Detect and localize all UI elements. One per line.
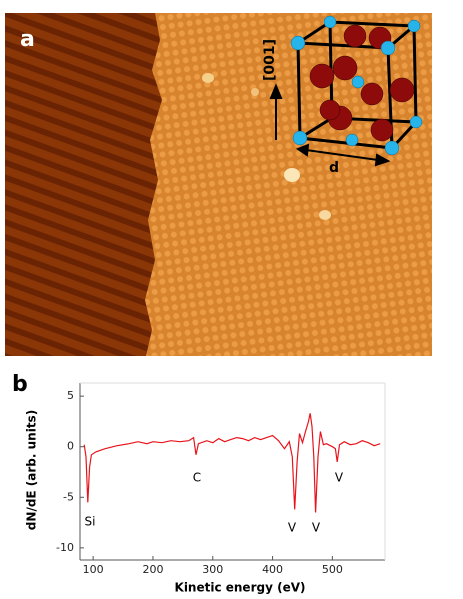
x-tick-label: 100 [83, 563, 104, 576]
atom-red [360, 82, 384, 106]
y-tick-label: 0 [67, 440, 74, 453]
peak-label: V [335, 471, 344, 485]
atom-blue [407, 19, 421, 33]
peak-label: V [288, 521, 297, 535]
arrow-line [305, 149, 379, 161]
y-tick-label: -10 [56, 541, 74, 554]
x-tick-label: 200 [142, 563, 163, 576]
x-tick-label: 500 [322, 563, 343, 576]
atom-red [332, 55, 358, 81]
atom-blue [323, 15, 337, 29]
arrow-head [269, 83, 283, 99]
peak-label: C [193, 471, 201, 485]
peak-label: V [312, 521, 321, 535]
lower-terrace [5, 13, 162, 356]
atom-red [389, 77, 415, 103]
atom-red [319, 99, 341, 121]
peak-label: Si [85, 515, 96, 529]
atom-red [309, 63, 335, 89]
atom-blue [351, 75, 365, 89]
adatom [319, 210, 331, 220]
atom-blue [380, 40, 396, 56]
adatom [251, 88, 259, 96]
adatom [284, 168, 300, 182]
x-tick-label: 300 [202, 563, 223, 576]
spectrum-line [83, 413, 381, 513]
x-axis-title: Kinetic energy (eV) [175, 581, 306, 595]
atom-red [370, 118, 394, 142]
atom-blue [290, 35, 306, 51]
atom-blue [345, 133, 359, 147]
corner-atoms [290, 15, 423, 156]
direction-arrow [269, 83, 283, 140]
stm-image: [001] d a [5, 13, 432, 356]
lattice-label: d [329, 160, 339, 176]
arrow-head [374, 153, 391, 167]
atom-blue [292, 130, 308, 146]
plot: -10 -5 0 5 100 200 300 400 500 Si C V V V [56, 382, 386, 576]
atom-red [343, 24, 367, 48]
panel-label: b [12, 372, 28, 397]
atom-blue [384, 140, 400, 156]
arrow-head [295, 143, 310, 157]
atom-blue [409, 115, 423, 129]
panel-label: a [20, 27, 35, 52]
x-tick-label: 400 [262, 563, 283, 576]
lattice-arrow [295, 143, 391, 167]
y-tick-label: -5 [63, 490, 74, 503]
adatom [202, 73, 214, 83]
y-axis-title: dN/dE (arb. units) [25, 410, 39, 530]
direction-label: [001] [262, 39, 278, 81]
y-tick-label: 5 [67, 389, 74, 402]
